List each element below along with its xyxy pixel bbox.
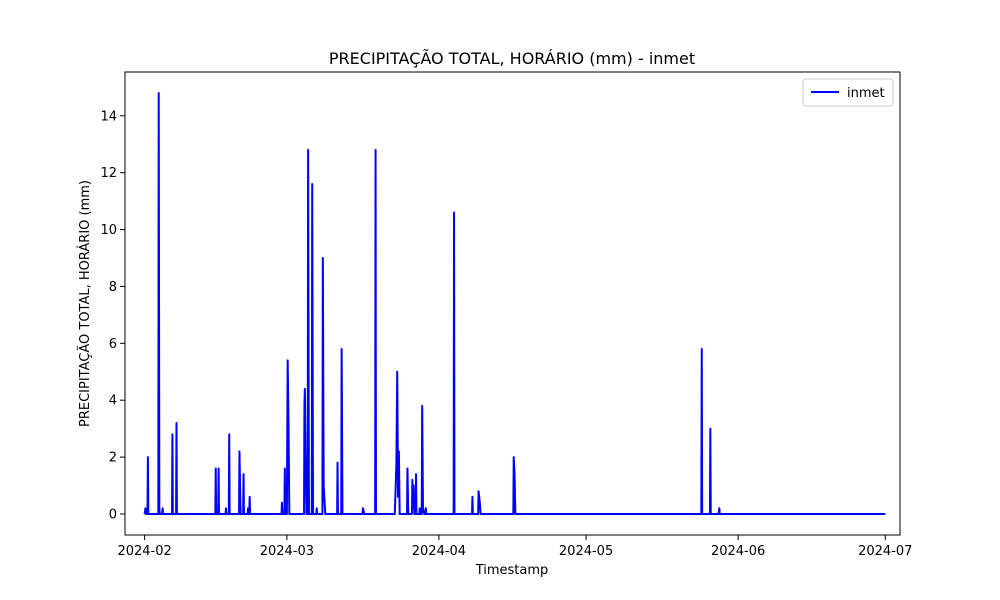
legend-box: [802, 78, 894, 107]
y-tick-label: 4: [109, 394, 117, 409]
series-layer: [143, 92, 886, 515]
y-axis-label: PRECIPITAÇÃO TOTAL, HORÁRIO (mm): [77, 180, 93, 427]
chart-title: PRECIPITAÇÃO TOTAL, HORÁRIO (mm) - inmet: [329, 49, 695, 68]
y-tick-label: 10: [100, 223, 117, 238]
axes-frame: [124, 71, 901, 536]
x-tick-label: 2024-05: [559, 544, 613, 559]
x-tick-label: 2024-06: [711, 544, 765, 559]
y-tick-label: 14: [100, 109, 117, 124]
x-tick-label: 2024-03: [260, 544, 314, 559]
y-tick-label: 12: [100, 166, 117, 181]
y-tick-label: 8: [109, 280, 117, 295]
series-line-inmet: [143, 92, 886, 515]
x-axis-label: Timestamp: [475, 563, 549, 578]
y-tick-label: 2: [109, 451, 117, 466]
y-tick-label: 0: [109, 507, 117, 522]
x-tick-label: 2024-02: [117, 544, 171, 559]
legend-label: inmet: [847, 86, 885, 101]
plot-area: [124, 71, 901, 536]
x-axis: 2024-02 2024-03 2024-04 2024-05 2024-06 2024-…: [117, 535, 912, 559]
x-tick-label: 2024-07: [858, 544, 912, 559]
x-tick-label: 2024-04: [412, 544, 466, 559]
y-tick-label: 6: [109, 337, 117, 352]
y-axis: 0 2 4 6 8 10 12 14: [100, 109, 125, 522]
legend: inmet: [802, 78, 894, 107]
